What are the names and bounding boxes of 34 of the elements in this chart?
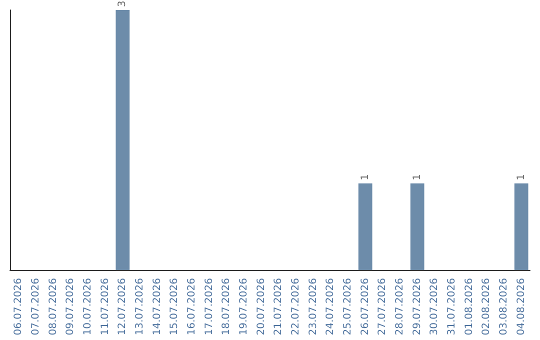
x-tick-label: 15.07.2026 <box>169 278 180 336</box>
data-label: 1 <box>412 174 423 180</box>
x-tick-label: 01.08.2026 <box>464 278 475 336</box>
x-tick-label: 30.07.2026 <box>429 278 440 336</box>
x-tick-label: 04.08.2026 <box>516 278 527 336</box>
x-tick-label: 19.07.2026 <box>238 278 250 336</box>
x-tick-label: 16.07.2026 <box>186 278 198 336</box>
x-tick-label: 10.07.2026 <box>82 278 94 336</box>
x-tick-label: 29.07.2026 <box>412 278 423 336</box>
x-tick-label: 08.07.2026 <box>48 278 59 336</box>
x-tick-label: 21.07.2026 <box>273 278 284 336</box>
x-tick-label: 25.07.2026 <box>342 278 354 336</box>
x-tick-label: 11.07.2026 <box>100 278 111 336</box>
x-tick-label: 06.07.2026 <box>13 278 24 336</box>
x-tick-label: 14.07.2026 <box>152 278 163 336</box>
data-label: 3 <box>117 0 128 7</box>
x-tick-label: 26.07.2026 <box>360 278 371 336</box>
x-tick-label: 31.07.2026 <box>446 278 458 336</box>
x-tick-label: 24.07.2026 <box>325 278 336 336</box>
x-tick-label: 03.08.2026 <box>498 278 510 336</box>
x-tick-label: 09.07.2026 <box>65 278 76 336</box>
x-tick-label: 02.08.2026 <box>481 278 492 336</box>
x-tick-label: 23.07.2026 <box>308 278 319 336</box>
x-tick-label: 12.07.2026 <box>117 278 128 336</box>
x-tick-label: 28.07.2026 <box>394 278 406 336</box>
x-tick-label: 18.07.2026 <box>221 278 232 336</box>
x-tick-label: 07.07.2026 <box>30 278 42 336</box>
x-tick-label: 20.07.2026 <box>256 278 267 336</box>
x-tick-label: 17.07.2026 <box>204 278 215 336</box>
x-tick-label: 13.07.2026 <box>134 278 146 336</box>
x-tick-label: 27.07.2026 <box>377 278 388 336</box>
data-label: 1 <box>360 174 371 180</box>
data-label: 1 <box>516 174 527 180</box>
x-tick-label: 22.07.2026 <box>290 278 302 336</box>
